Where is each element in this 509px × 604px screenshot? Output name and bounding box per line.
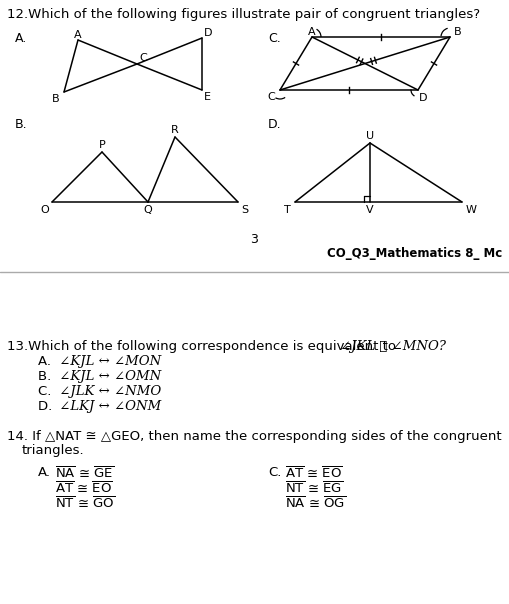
Text: A: A — [308, 27, 316, 37]
Text: 14. If △NAT ≅ △GEO, then name the corresponding sides of the congruent: 14. If △NAT ≅ △GEO, then name the corres… — [7, 430, 502, 443]
Text: $\overline{\mathrm{NT}}$ ≅ $\overline{\mathrm{EG}}$: $\overline{\mathrm{NT}}$ ≅ $\overline{\m… — [285, 481, 343, 497]
Text: T: T — [284, 205, 291, 215]
Text: S: S — [241, 205, 248, 215]
Text: 12.Which of the following figures illustrate pair of congruent triangles?: 12.Which of the following figures illust… — [7, 8, 480, 21]
Text: 3: 3 — [250, 233, 258, 246]
Text: D.: D. — [38, 400, 56, 413]
Text: B.: B. — [15, 118, 27, 131]
Text: triangles.: triangles. — [22, 444, 84, 457]
Text: A.: A. — [38, 466, 51, 479]
Text: $\overline{\mathrm{AT}}$ ≅ $\overline{\mathrm{EO}}$: $\overline{\mathrm{AT}}$ ≅ $\overline{\m… — [55, 481, 112, 497]
Text: $\overline{\mathrm{NA}}$ ≅ $\overline{\mathrm{OG}}$: $\overline{\mathrm{NA}}$ ≅ $\overline{\m… — [285, 496, 346, 512]
Text: P: P — [99, 140, 105, 150]
Text: 13.Which of the following correspondence is equivalent to: 13.Which of the following correspondence… — [7, 340, 400, 353]
Text: $\overline{\mathrm{AT}}$ ≅ $\overline{\mathrm{EO}}$: $\overline{\mathrm{AT}}$ ≅ $\overline{\m… — [285, 466, 343, 482]
Text: A: A — [74, 30, 82, 40]
Text: CO_Q3_Mathematics 8_ Mc: CO_Q3_Mathematics 8_ Mc — [327, 247, 502, 260]
Text: C.: C. — [268, 466, 281, 479]
Text: D.: D. — [268, 118, 281, 131]
Text: $\overline{\mathrm{NA}}$ ≅ $\overline{\mathrm{GE}}$: $\overline{\mathrm{NA}}$ ≅ $\overline{\m… — [55, 466, 114, 482]
Text: A.: A. — [15, 32, 27, 45]
Text: O: O — [40, 205, 49, 215]
Text: $\overline{\mathrm{NT}}$ ≅ $\overline{\mathrm{GO}}$: $\overline{\mathrm{NT}}$ ≅ $\overline{\m… — [55, 496, 115, 512]
Text: ∠KJL ↔ ∠OMN: ∠KJL ↔ ∠OMN — [55, 370, 161, 383]
Text: V: V — [366, 205, 374, 215]
Text: ∠KJL ↔ ∠MON: ∠KJL ↔ ∠MON — [55, 355, 161, 368]
Text: C.: C. — [38, 385, 55, 398]
Text: B: B — [454, 27, 462, 37]
Text: ∠JKL ≅ ∠MNO?: ∠JKL ≅ ∠MNO? — [340, 340, 446, 353]
Text: E: E — [204, 92, 211, 102]
Text: Q: Q — [144, 205, 152, 215]
Text: C: C — [139, 53, 147, 63]
Text: A.: A. — [38, 355, 55, 368]
Text: B.: B. — [38, 370, 55, 383]
Text: D: D — [204, 28, 212, 38]
Text: ∠LKJ ↔ ∠ONM: ∠LKJ ↔ ∠ONM — [55, 400, 161, 413]
Text: C.: C. — [268, 32, 281, 45]
Text: R: R — [171, 125, 179, 135]
Text: C: C — [267, 92, 275, 102]
Text: W: W — [466, 205, 477, 215]
Text: B: B — [52, 94, 60, 104]
Text: ∠JLK ↔ ∠NMO: ∠JLK ↔ ∠NMO — [55, 385, 161, 398]
Text: D: D — [419, 93, 428, 103]
Text: U: U — [366, 131, 374, 141]
